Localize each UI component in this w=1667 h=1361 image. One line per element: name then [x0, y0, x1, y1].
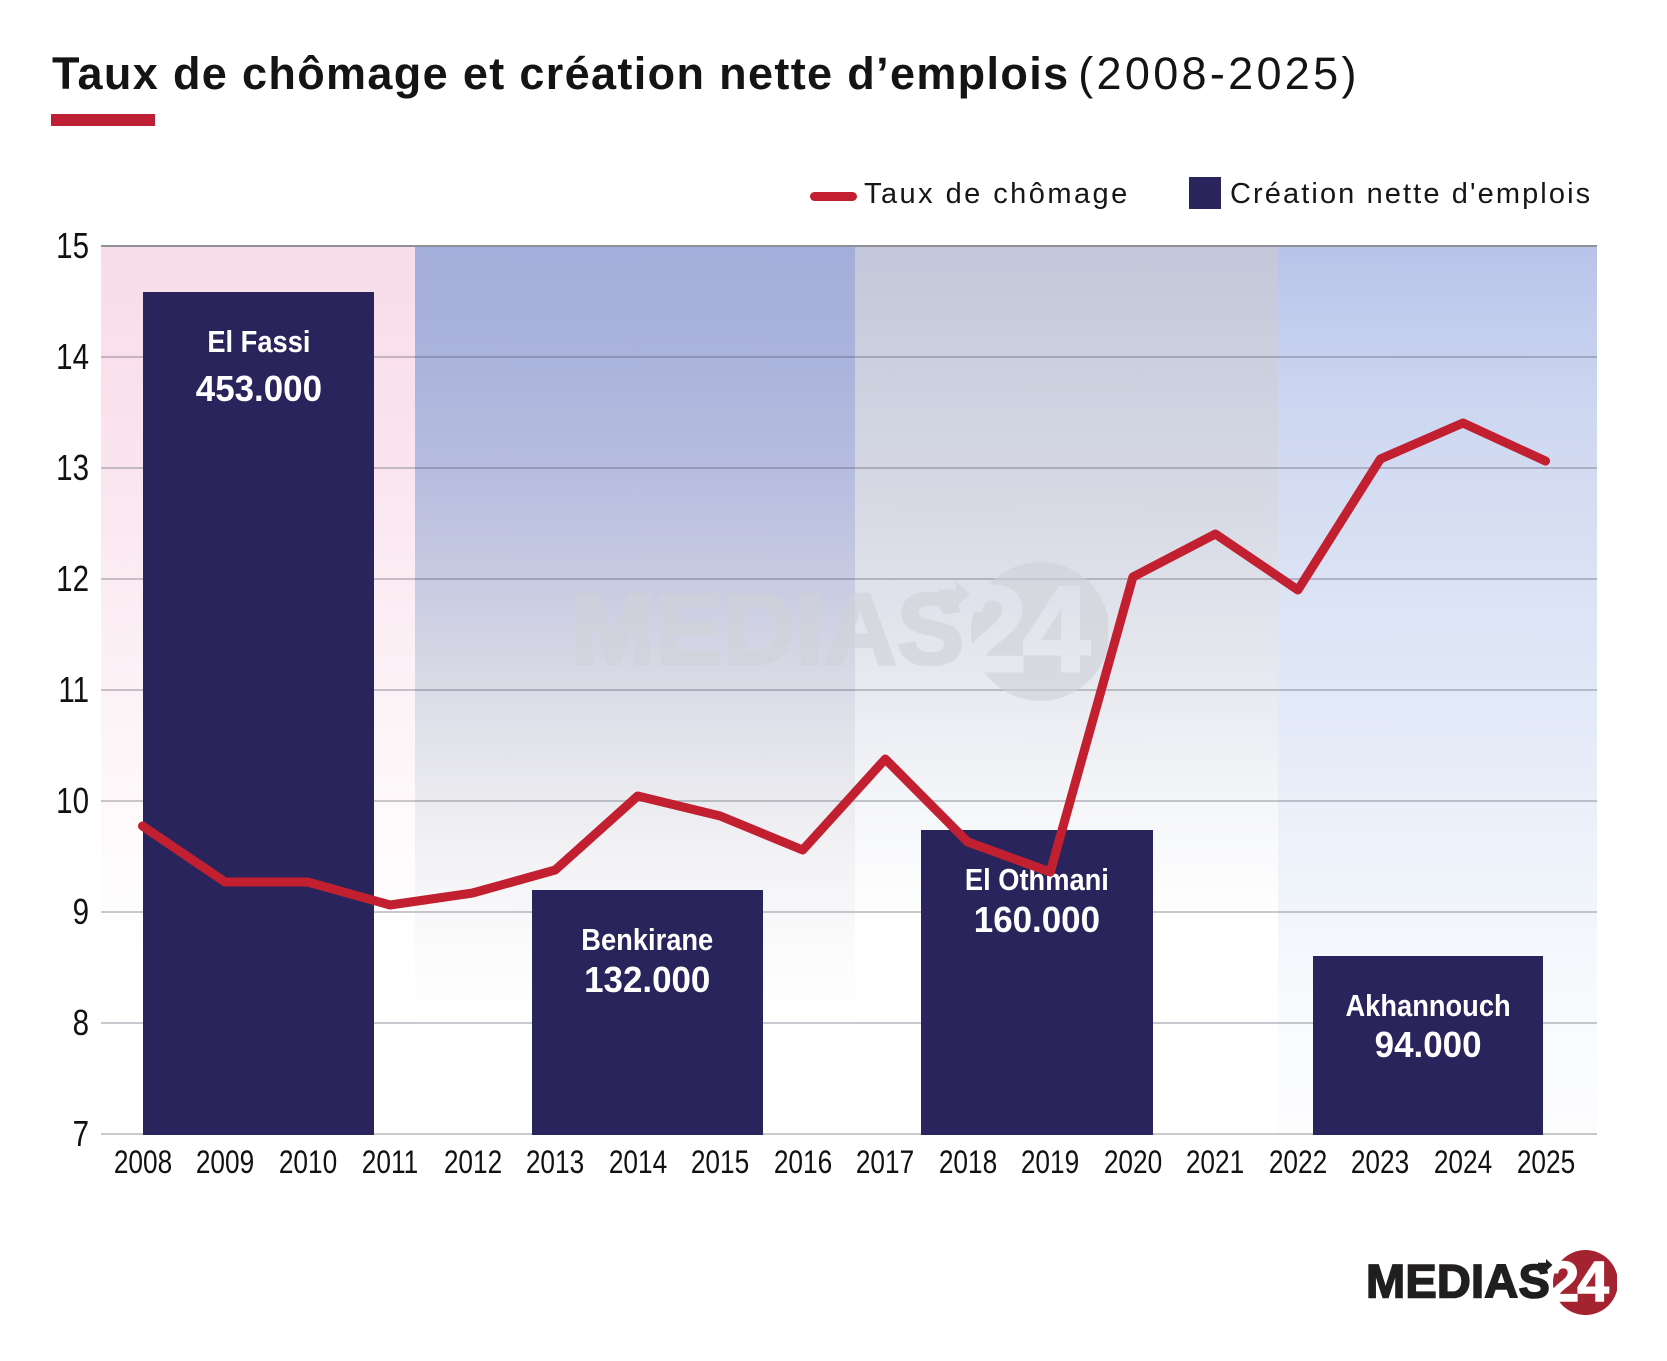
svg-text:MEDIAS: MEDIAS	[1366, 1254, 1550, 1307]
svg-text:MEDIAS: MEDIAS	[571, 573, 964, 685]
